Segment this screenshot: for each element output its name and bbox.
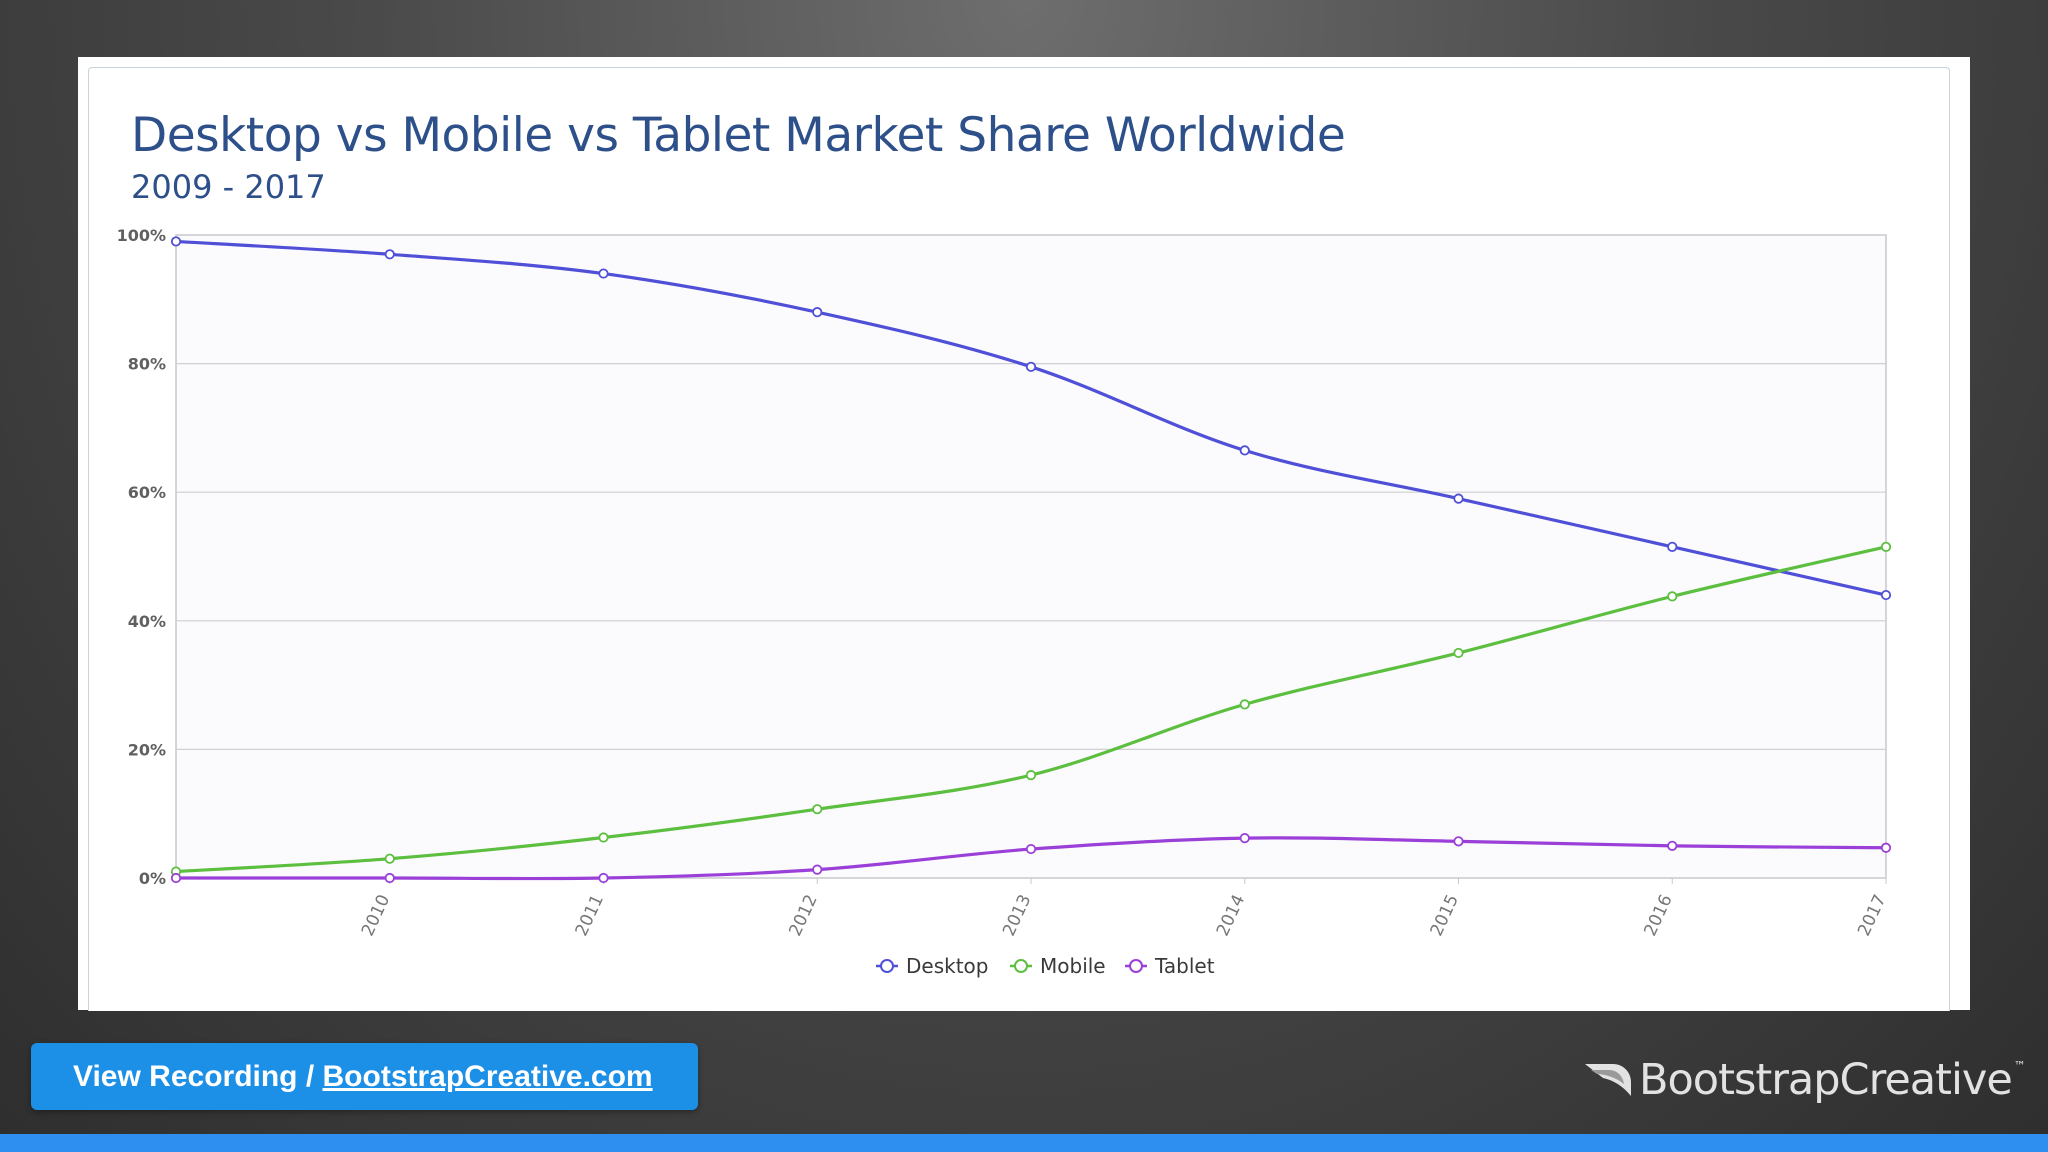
data-point-tablet: [598, 872, 609, 884]
y-tick-label: 100%: [117, 226, 166, 245]
brand-logo: BootstrapCreative ™: [1583, 1050, 2026, 1110]
data-point-tablet: [1239, 833, 1250, 844]
view-recording-button[interactable]: View Recording / BootstrapCreative.com: [31, 1043, 698, 1110]
legend-marker-mobile: [1014, 959, 1028, 973]
legend-label-mobile: Mobile: [1040, 954, 1106, 978]
legend-label-desktop: Desktop: [906, 954, 988, 978]
x-tick-label: 2016: [1640, 892, 1676, 940]
data-point-desktop: [1667, 541, 1678, 552]
legend-marker-tablet: [1129, 959, 1143, 973]
data-point-mobile: [1025, 770, 1037, 781]
data-point-tablet: [1453, 836, 1464, 847]
x-tick-label: 2017: [1854, 892, 1890, 940]
legend-marker-desktop: [880, 959, 894, 973]
data-point-desktop: [1880, 589, 1892, 601]
brand-leaf-icon: [1585, 1064, 1631, 1096]
legend[interactable]: Desktop Mobile Tablet: [876, 954, 1215, 978]
x-tick-label: 2014: [1213, 892, 1249, 940]
legend-item-tablet[interactable]: Tablet: [1125, 954, 1215, 978]
x-tick-label: 2015: [1427, 892, 1463, 940]
data-point-mobile: [1239, 699, 1250, 710]
bootstrapcreative-link[interactable]: BootstrapCreative.com: [322, 1059, 653, 1093]
x-tick-label: 2013: [999, 892, 1035, 940]
data-point-desktop: [1239, 445, 1250, 456]
brand-name: BootstrapCreative: [1639, 1055, 2013, 1105]
y-tick-label: 40%: [128, 612, 166, 631]
chart-subtitle: 2009 - 2017: [131, 168, 326, 206]
y-tick-label: 60%: [128, 483, 166, 502]
legend-item-desktop[interactable]: Desktop: [876, 954, 988, 978]
data-point-desktop: [812, 307, 823, 318]
data-point-tablet: [812, 864, 823, 875]
y-tick-label: 20%: [128, 740, 166, 759]
series-lines: [170, 236, 1892, 884]
data-point-desktop: [1025, 361, 1037, 372]
x-axis-tick-labels: 2010 2011 2012 2013 2014 2015 2016 2017: [358, 892, 1891, 940]
data-point-mobile: [1667, 591, 1678, 602]
data-point-mobile: [598, 832, 609, 843]
data-point-desktop: [384, 249, 395, 260]
data-point-desktop: [170, 236, 182, 247]
data-point-tablet: [1667, 840, 1678, 851]
x-tick-label: 2011: [572, 892, 608, 940]
y-tick-label: 80%: [128, 355, 166, 374]
bottom-accent-bar: [0, 1134, 2048, 1152]
data-point-tablet: [170, 872, 182, 884]
data-point-mobile: [1880, 541, 1892, 552]
data-point-tablet: [1025, 843, 1037, 855]
data-point-mobile: [812, 804, 823, 815]
legend-item-mobile[interactable]: Mobile: [1010, 954, 1106, 978]
brand-trademark: ™: [2013, 1059, 2026, 1073]
view-recording-prefix: View Recording /: [73, 1059, 323, 1093]
data-point-mobile: [1453, 647, 1464, 659]
data-point-mobile: [384, 853, 395, 864]
x-tick-label: 2012: [785, 892, 821, 940]
x-tick-label: 2010: [358, 892, 394, 940]
y-tick-label: 0%: [139, 869, 166, 888]
data-point-tablet: [384, 872, 395, 884]
data-point-desktop: [1453, 493, 1464, 504]
legend-label-tablet: Tablet: [1154, 954, 1215, 978]
data-point-desktop: [598, 268, 609, 279]
data-point-tablet: [1880, 842, 1892, 853]
y-axis-tick-labels: 0% 20% 40% 60% 80% 100%: [117, 226, 166, 888]
plot-area: [175, 234, 1887, 879]
chart-title: Desktop vs Mobile vs Tablet Market Share…: [131, 108, 1346, 163]
grid: [175, 234, 1887, 884]
